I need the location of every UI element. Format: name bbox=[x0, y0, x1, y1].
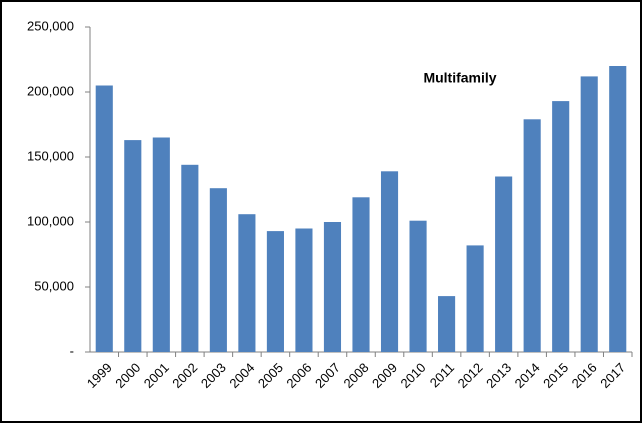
bar bbox=[124, 140, 142, 352]
bar bbox=[380, 171, 399, 352]
bar bbox=[238, 214, 256, 352]
bar bbox=[95, 85, 113, 352]
bar bbox=[409, 220, 427, 352]
bar bbox=[266, 231, 284, 352]
y-tick-label: 50,000 bbox=[34, 278, 74, 293]
y-tick-label: - bbox=[70, 343, 74, 358]
bar bbox=[580, 76, 598, 353]
bar bbox=[352, 197, 370, 352]
y-tick-label: 250,000 bbox=[27, 18, 74, 33]
y-tick-label: 150,000 bbox=[27, 148, 74, 163]
bar bbox=[323, 222, 342, 352]
y-tick-label: 100,000 bbox=[27, 213, 74, 228]
bar bbox=[152, 137, 170, 352]
bar bbox=[495, 176, 513, 352]
bar bbox=[438, 296, 456, 352]
bar bbox=[523, 119, 541, 352]
bar bbox=[295, 228, 313, 352]
bar bbox=[181, 164, 199, 352]
chart-title: Multifamily bbox=[423, 70, 496, 86]
bar bbox=[209, 188, 227, 352]
bar bbox=[552, 101, 570, 352]
bar bbox=[609, 66, 627, 352]
bar bbox=[466, 245, 484, 352]
y-tick-label: 200,000 bbox=[27, 83, 74, 98]
